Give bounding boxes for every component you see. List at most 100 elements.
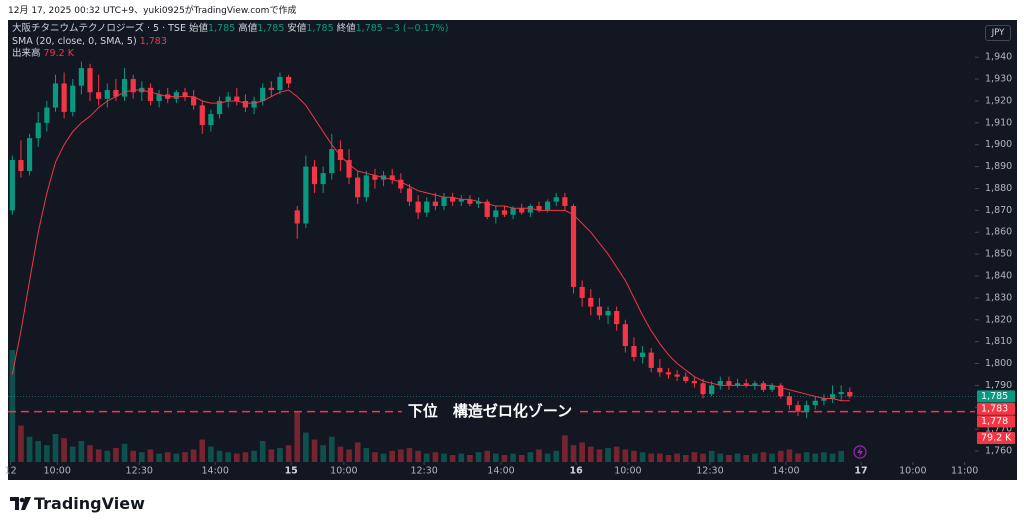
volume-bar	[259, 441, 266, 462]
volume-bar	[674, 453, 680, 462]
volume-bar	[398, 449, 404, 462]
volume-bar	[536, 449, 542, 462]
price-label-bg	[977, 402, 1015, 415]
candle-body	[786, 396, 792, 406]
volume-bar	[113, 448, 119, 462]
legend-value: 1,785	[207, 23, 236, 34]
volume-label: 79.2 K	[981, 433, 1012, 444]
candle-body	[52, 83, 59, 108]
legend-volume-value: 79.2 K	[43, 48, 74, 59]
candle-body	[61, 83, 67, 112]
y-tick-label: 1,930	[985, 74, 1012, 85]
legend-key: 高値	[238, 23, 258, 34]
candle-body	[717, 381, 723, 386]
candle-body	[484, 201, 490, 217]
candle-body	[389, 175, 395, 180]
candle-body	[450, 197, 456, 202]
candle-body	[372, 175, 378, 180]
volume-bar	[294, 411, 301, 462]
annotation-text: 下位 構造ゼロ化ゾーン	[408, 402, 572, 420]
volume-bar	[518, 455, 525, 462]
candle-body	[519, 208, 525, 213]
candle-body	[622, 324, 628, 347]
volume-bar	[337, 446, 344, 462]
candle-body	[752, 383, 758, 386]
x-tick-label: 12:30	[126, 466, 153, 477]
y-tick-label: 1,760	[985, 446, 1012, 457]
candle-body	[225, 96, 231, 101]
volume-bar	[760, 452, 767, 462]
volume-bar	[475, 452, 482, 462]
y-tick-label: 1,890	[985, 161, 1012, 172]
candle-body	[545, 201, 551, 211]
volume-bar	[587, 446, 594, 462]
volume-bar	[130, 450, 136, 462]
annotation-bg	[401, 402, 579, 421]
volume-bar	[104, 450, 111, 462]
legend-value: 1,785	[355, 23, 383, 34]
volume-bar	[199, 439, 206, 462]
volume-bar	[467, 455, 473, 462]
candle-body	[458, 199, 464, 202]
candle-body	[674, 374, 680, 377]
candle-body	[562, 197, 568, 206]
candle-body	[795, 405, 801, 412]
x-tick-label: 12	[5, 466, 17, 477]
candle-body	[501, 210, 508, 215]
volume-bar	[708, 450, 715, 462]
price-label: 1,778	[981, 416, 1008, 427]
x-tick-label: 11:00	[951, 466, 978, 477]
volume-bar	[251, 450, 257, 462]
alert-icon[interactable]	[853, 445, 867, 459]
candle-body	[510, 208, 516, 215]
volume-bar	[821, 452, 827, 462]
legend-value: 1,785	[306, 23, 334, 34]
volume-bar	[777, 450, 784, 462]
volume-bar	[78, 441, 85, 462]
y-tick-label: 1,810	[985, 336, 1012, 347]
volume-bar	[432, 452, 439, 462]
volume-bar	[389, 450, 396, 462]
volume-bar	[484, 450, 490, 462]
candle-body	[242, 100, 249, 108]
x-tick-label: 10:00	[614, 466, 641, 477]
candle-body	[268, 87, 274, 91]
candle-body	[614, 311, 620, 325]
legend-row: 大阪チタニウムテクノロジーズ · 5 · TSE 始値1,785 高値1,785 安値…	[12, 23, 451, 36]
candle-body	[838, 391, 844, 395]
volume-bar	[380, 453, 387, 462]
volume-bar	[190, 449, 197, 462]
y-tick-label: 1,800	[985, 358, 1012, 369]
volume-bar	[182, 452, 188, 462]
x-tick-label: 12:30	[410, 466, 437, 477]
volume-bar	[139, 452, 145, 462]
currency-button[interactable]: JPY	[985, 25, 1011, 41]
candle-body	[847, 391, 853, 397]
volume-bar	[311, 439, 318, 462]
x-tick-label: 16	[569, 466, 583, 477]
volume-bar	[648, 453, 655, 462]
volume-bar	[69, 446, 76, 462]
candle-body	[303, 166, 309, 224]
footer-brand: TradingView	[34, 494, 145, 513]
volume-bar	[208, 446, 214, 462]
legend-row: 出来高 79.2 K	[12, 48, 451, 61]
volume-bar	[156, 453, 162, 462]
volume-bar	[501, 455, 508, 462]
candle-body	[821, 398, 827, 401]
candle-body	[829, 394, 836, 399]
candle-body	[260, 87, 266, 101]
volume-bar	[829, 453, 836, 462]
volume-bar	[449, 455, 456, 462]
y-tick-label: 1,850	[985, 249, 1012, 260]
legend-key: 始値	[188, 23, 208, 34]
volume-bar	[303, 432, 309, 462]
volume-bar	[285, 445, 292, 462]
volume-bar	[320, 445, 326, 462]
candle-body	[320, 173, 326, 185]
volume-bar	[734, 453, 741, 462]
candle-body	[467, 199, 473, 204]
y-tick-label: 1,900	[985, 139, 1012, 150]
volume-bar	[493, 453, 499, 462]
volume-bar	[216, 450, 223, 462]
